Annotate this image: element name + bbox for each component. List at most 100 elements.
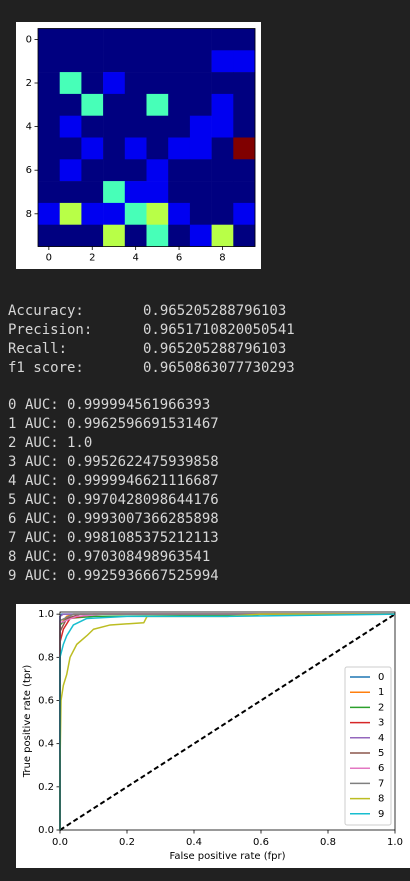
- heatmap-cell: [189, 159, 212, 182]
- roc-card: [16, 604, 410, 868]
- heatmap-cell: [146, 50, 169, 73]
- heatmap-cell: [211, 50, 234, 73]
- heatmap-cell: [233, 72, 256, 95]
- heatmap-cell: [189, 137, 212, 160]
- heatmap-cell: [81, 72, 104, 95]
- heatmap-cell: [146, 224, 169, 247]
- heatmap-cell: [38, 50, 60, 73]
- auc-value: 0.999994561966393: [67, 397, 210, 413]
- heatmap-cell: [146, 93, 169, 116]
- auc-label: AUC:: [25, 568, 59, 584]
- heatmap-cell: [124, 137, 147, 160]
- heatmap-cell: [59, 159, 82, 182]
- auc-value: 1.0: [67, 435, 92, 451]
- heatmap-cell: [233, 50, 256, 73]
- heatmap-cell: [59, 137, 82, 160]
- heatmap-cell: [59, 224, 82, 247]
- metric-value: 0.965205288796103: [143, 341, 286, 357]
- auc-class: 5: [8, 492, 16, 508]
- heatmap-cell: [81, 224, 104, 247]
- auc-value: 0.9993007366285898: [67, 511, 219, 527]
- heatmap-cell: [81, 137, 104, 160]
- heatmap-cell: [189, 50, 212, 73]
- x-tick-label: 1.0: [387, 837, 403, 848]
- heatmap-cell: [189, 115, 212, 138]
- auc-class: 4: [8, 473, 16, 489]
- heatmap-cell: [168, 72, 191, 95]
- heatmap-cell: [168, 115, 191, 138]
- heatmap-cell: [211, 72, 234, 95]
- heatmap-cell: [233, 115, 256, 138]
- heatmap-cell: [233, 137, 256, 160]
- roc-curve: [59, 613, 396, 830]
- heatmap-cell: [103, 50, 126, 73]
- auc-label: AUC:: [25, 492, 59, 508]
- heatmap-cell: [103, 224, 126, 247]
- auc-label: AUC:: [25, 435, 59, 451]
- legend-box: [344, 666, 392, 826]
- metric-label: Recall:: [8, 341, 67, 357]
- heatmap-cell: [103, 28, 126, 51]
- heatmap-cell: [38, 224, 60, 247]
- heatmap-cell: [124, 202, 147, 225]
- heatmap-frame: [37, 28, 256, 247]
- y-tick-label: 6: [26, 165, 32, 176]
- metric-value: 0.9650863077730293: [143, 360, 295, 376]
- auc-label: AUC:: [25, 530, 59, 546]
- heatmap-cell: [81, 115, 104, 138]
- heatmap-cell: [189, 93, 212, 116]
- heatmap-cell: [211, 28, 234, 51]
- heatmap-cell: [38, 28, 60, 51]
- heatmap-cell: [168, 28, 191, 51]
- heatmap-cell: [59, 115, 82, 138]
- heatmap-cell: [233, 28, 256, 51]
- heatmap-cell: [38, 72, 60, 95]
- auc-class: 2: [8, 435, 16, 451]
- heatmap-cell: [168, 93, 191, 116]
- x-axis-label: False positive rate (fpr): [170, 851, 286, 862]
- auc-class: 3: [8, 454, 16, 470]
- heatmap-cell: [146, 137, 169, 160]
- heatmap-cell: [233, 181, 256, 204]
- heatmap-cell: [211, 93, 234, 116]
- heatmap-cell: [233, 159, 256, 182]
- heatmap-cell: [233, 202, 256, 225]
- heatmap-cell: [103, 159, 126, 182]
- heatmap-cell: [59, 50, 82, 73]
- reference-line: [59, 613, 396, 831]
- heatmap-cell: [81, 181, 104, 204]
- heatmap-cell: [103, 72, 126, 95]
- heatmap-cell: [38, 202, 60, 225]
- metric-label: Precision:: [8, 322, 92, 338]
- heatmap-cell: [59, 181, 82, 204]
- y-tick-label: 0.2: [38, 782, 54, 793]
- metric-label: f1 score:: [8, 360, 84, 376]
- heatmap-cell: [233, 93, 256, 116]
- heatmap-cell: [233, 224, 256, 247]
- y-tick-label: 4: [26, 122, 32, 133]
- x-tick-label: 0.4: [186, 837, 202, 848]
- heatmap-cell: [124, 181, 147, 204]
- auc-label: AUC:: [25, 397, 59, 413]
- heatmap-cell: [146, 159, 169, 182]
- x-tick-label: 0: [46, 253, 52, 264]
- heatmap-cell: [168, 50, 191, 73]
- heatmap-cell: [189, 28, 212, 51]
- legend-label: 0: [378, 672, 384, 683]
- auc-value: 0.9925936667525994: [67, 568, 219, 584]
- auc-class: 9: [8, 568, 16, 584]
- heatmap-cell: [168, 181, 191, 204]
- heatmap-cell: [81, 50, 104, 73]
- heatmap-cell: [38, 181, 60, 204]
- heatmap-cell: [38, 115, 60, 138]
- heatmap-cell: [168, 224, 191, 247]
- heatmap-cell: [168, 137, 191, 160]
- heatmap-cell: [146, 28, 169, 51]
- auc-class: 8: [8, 549, 16, 565]
- y-tick-label: 0: [26, 34, 32, 45]
- x-tick-label: 0.2: [119, 837, 135, 848]
- auc-label: AUC:: [25, 549, 59, 565]
- legend-label: 1: [378, 687, 384, 698]
- y-tick-label: 1.0: [38, 609, 54, 620]
